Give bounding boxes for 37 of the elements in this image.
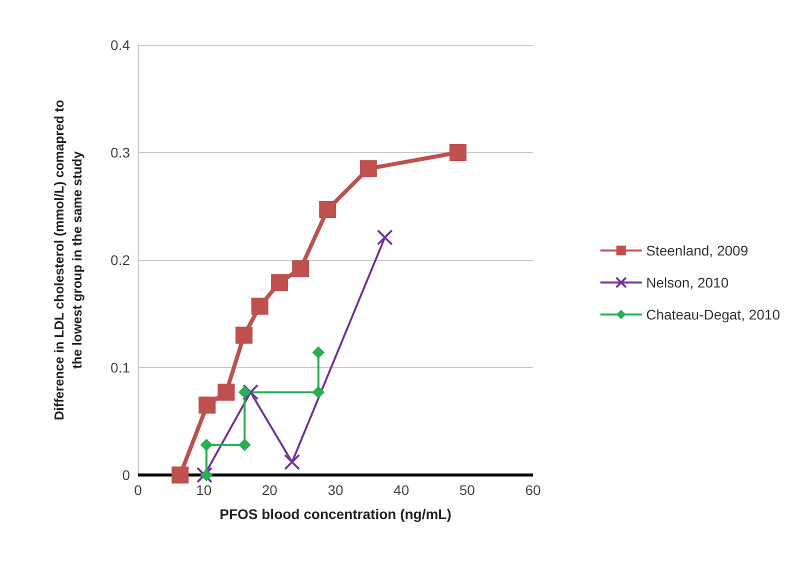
- y-tick-label: 0.3: [110, 144, 130, 160]
- x-tick-label: 0: [134, 482, 142, 498]
- point: [218, 384, 235, 401]
- point: [198, 396, 216, 414]
- y-axis-title: Difference in LDL cholesterol (mmol/L) comapred to the lowest group in the same study: [52, 100, 84, 420]
- point: [319, 200, 336, 218]
- legend-label: Chateau-Degat, 2010: [646, 306, 780, 322]
- y-tick-label: 0.4: [110, 37, 130, 53]
- y-tick-label: 0.1: [110, 360, 130, 376]
- point: [238, 438, 251, 451]
- point: [292, 260, 310, 278]
- x-axis-title: PFOS blood concentration (ng/mL): [220, 506, 452, 522]
- point: [360, 160, 377, 178]
- point: [200, 469, 212, 481]
- point: [449, 144, 466, 161]
- x-tick-label: 50: [459, 482, 476, 498]
- y-tick-label: 0: [122, 467, 130, 483]
- x-tick-label: 40: [394, 482, 410, 498]
- point: [376, 229, 393, 246]
- point: [312, 346, 324, 358]
- y-tick-label: 0.2: [110, 252, 130, 268]
- point: [251, 298, 268, 315]
- point: [242, 384, 259, 400]
- point: [271, 274, 288, 292]
- x-tick-label: 20: [262, 482, 278, 498]
- x-tick-label: 60: [525, 482, 541, 498]
- x-tick-label: 10: [196, 482, 212, 498]
- point: [238, 386, 251, 398]
- point: [196, 467, 212, 483]
- point: [312, 386, 324, 398]
- legend-label: Steenland, 2009: [646, 242, 748, 258]
- point: [172, 466, 189, 484]
- point: [235, 326, 252, 344]
- point: [200, 438, 212, 451]
- point: [284, 454, 300, 470]
- legend-label: Nelson, 2010: [646, 274, 729, 290]
- x-tick-label: 30: [328, 482, 344, 498]
